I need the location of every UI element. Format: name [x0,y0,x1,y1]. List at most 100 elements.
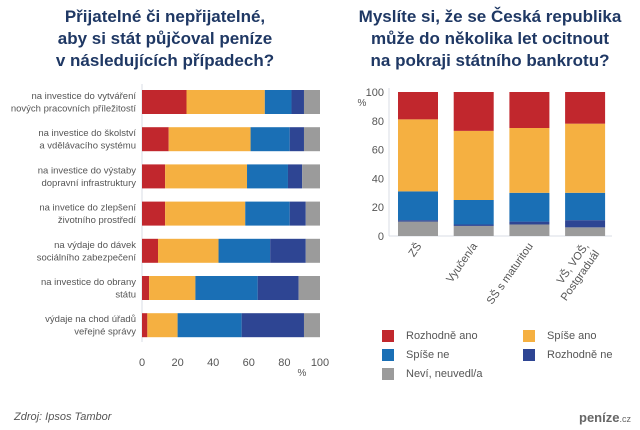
category-label: výdaje na chod úřadů [45,314,136,325]
right-chart-title: Myslíte si, že se Česká republika může do… [340,6,640,72]
bar-segment [241,313,304,338]
title-line: v následujících případech? [55,51,275,70]
y-tick-label: 40 [372,173,384,185]
category-label-group: SŠ s maturitou [484,240,536,307]
y-tick-label: 100 [366,87,384,99]
category-label: Vyučen/a [444,240,480,285]
bar-segment [303,313,320,338]
bar-segment [305,201,320,226]
title-line: může do několika let ocitnout [370,29,610,48]
legend-swatch [382,330,394,342]
legend-label: Rozhodně ne [547,349,613,361]
legend-item: Spíše ano [523,330,597,342]
bar-segment [565,192,606,221]
bar-segment [303,127,320,152]
x-tick-label: 40 [207,357,219,369]
bar-segment [142,127,169,152]
category-label-group: Vyučen/a [444,240,480,285]
category-label: na investice do výstaby [38,165,136,176]
x-tick-label: 80 [278,357,290,369]
bar-segment [245,201,290,226]
category-label: nových pracovních příležitostí [11,104,137,115]
bar-segment [453,200,494,225]
bar-segment [142,238,159,263]
bar-segment [218,238,271,263]
logo-text: peníze [579,410,620,425]
bar-segment [270,238,306,263]
bar-segment [565,220,606,228]
category-label-group: VŠ, VOŠ,Postgraduál [554,240,602,303]
title-line: na pokraji státního bankrotu? [370,51,610,70]
source-note: Zdroj: Ipsos Tambor [14,411,112,423]
bar-segment [287,164,303,189]
bar-segment [398,92,438,120]
logo-tld: .cz [619,414,631,424]
bar-segment [142,201,166,226]
x-tick-label: 0 [139,357,145,369]
left-chart-title: Přijatelné či nepřijatelné, aby si stát p… [20,6,310,72]
bar-segment [158,238,219,263]
legend-label: Spíše ne [406,349,450,361]
y-tick-label: 60 [372,145,384,157]
penize-logo: peníze.cz [579,410,631,425]
category-label: ZŠ [406,240,425,259]
bar-segment [303,90,320,114]
x-tick-label: 100 [311,357,329,369]
bar-segment [149,276,196,300]
category-label: na invetice do zlepšení [39,203,136,214]
y-tick-label: 80 [372,116,384,128]
category-label: a vdělávacího systému [39,141,136,152]
bar-segment [142,164,166,189]
bar-segment [302,164,320,189]
bar-segment [398,119,438,192]
category-label: na investice do vytváření [31,91,136,102]
legend-item: Neví, neuvedl/a [382,368,482,380]
legend-item: Spíše ne [382,349,449,361]
bar-segment [305,238,320,263]
bar-segment [142,276,150,300]
bar-segment [247,164,288,189]
title-line: Myslíte si, že se Česká republika [358,7,622,26]
bar-segment [453,130,494,200]
bar-segment [289,201,306,226]
bar-segment [165,201,246,226]
category-label: životního prostředí [58,215,137,226]
bar-segment [195,276,258,300]
bar-segment [168,127,251,152]
legend-swatch [523,349,535,361]
category-label: veřejné správy [74,327,136,338]
x-axis-label: % [298,368,307,379]
bar-segment [398,191,438,221]
category-label-group: ZŠ [406,240,425,259]
bar-segment [142,90,187,114]
category-label: na investice do obrany [41,277,136,288]
category-label: na investice do školství [38,128,136,139]
bar-segment [565,227,606,236]
title-line: Přijatelné či nepřijatelné, [64,7,266,26]
bar-segment [398,221,438,236]
bar-segment [398,220,438,222]
legend-label: Rozhodně ano [406,330,478,342]
category-label: dopravní infrastruktury [41,178,136,189]
legend-item: Rozhodně ne [523,349,612,361]
y-tick-label: 20 [372,202,384,214]
bar-segment [509,92,550,128]
bar-segment [509,224,550,236]
y-axis-label: % [358,98,367,109]
legend-swatch [523,330,535,342]
legend-label: Neví, neuvedl/a [406,368,483,380]
legend-swatch [382,368,394,380]
legend-item: Rozhodně ano [382,330,478,342]
bar-segment [509,221,550,225]
bar-segment [177,313,242,338]
category-label: sociálního zabezpečení [37,252,137,263]
bar-segment [142,313,148,338]
bar-segment [186,90,265,114]
bar-segment [264,90,292,114]
bar-segment [257,276,299,300]
title-line: aby si stát půjčoval peníze [57,29,273,48]
bar-segment [291,90,304,114]
category-label: státu [115,290,136,301]
bar-segment [147,313,178,338]
